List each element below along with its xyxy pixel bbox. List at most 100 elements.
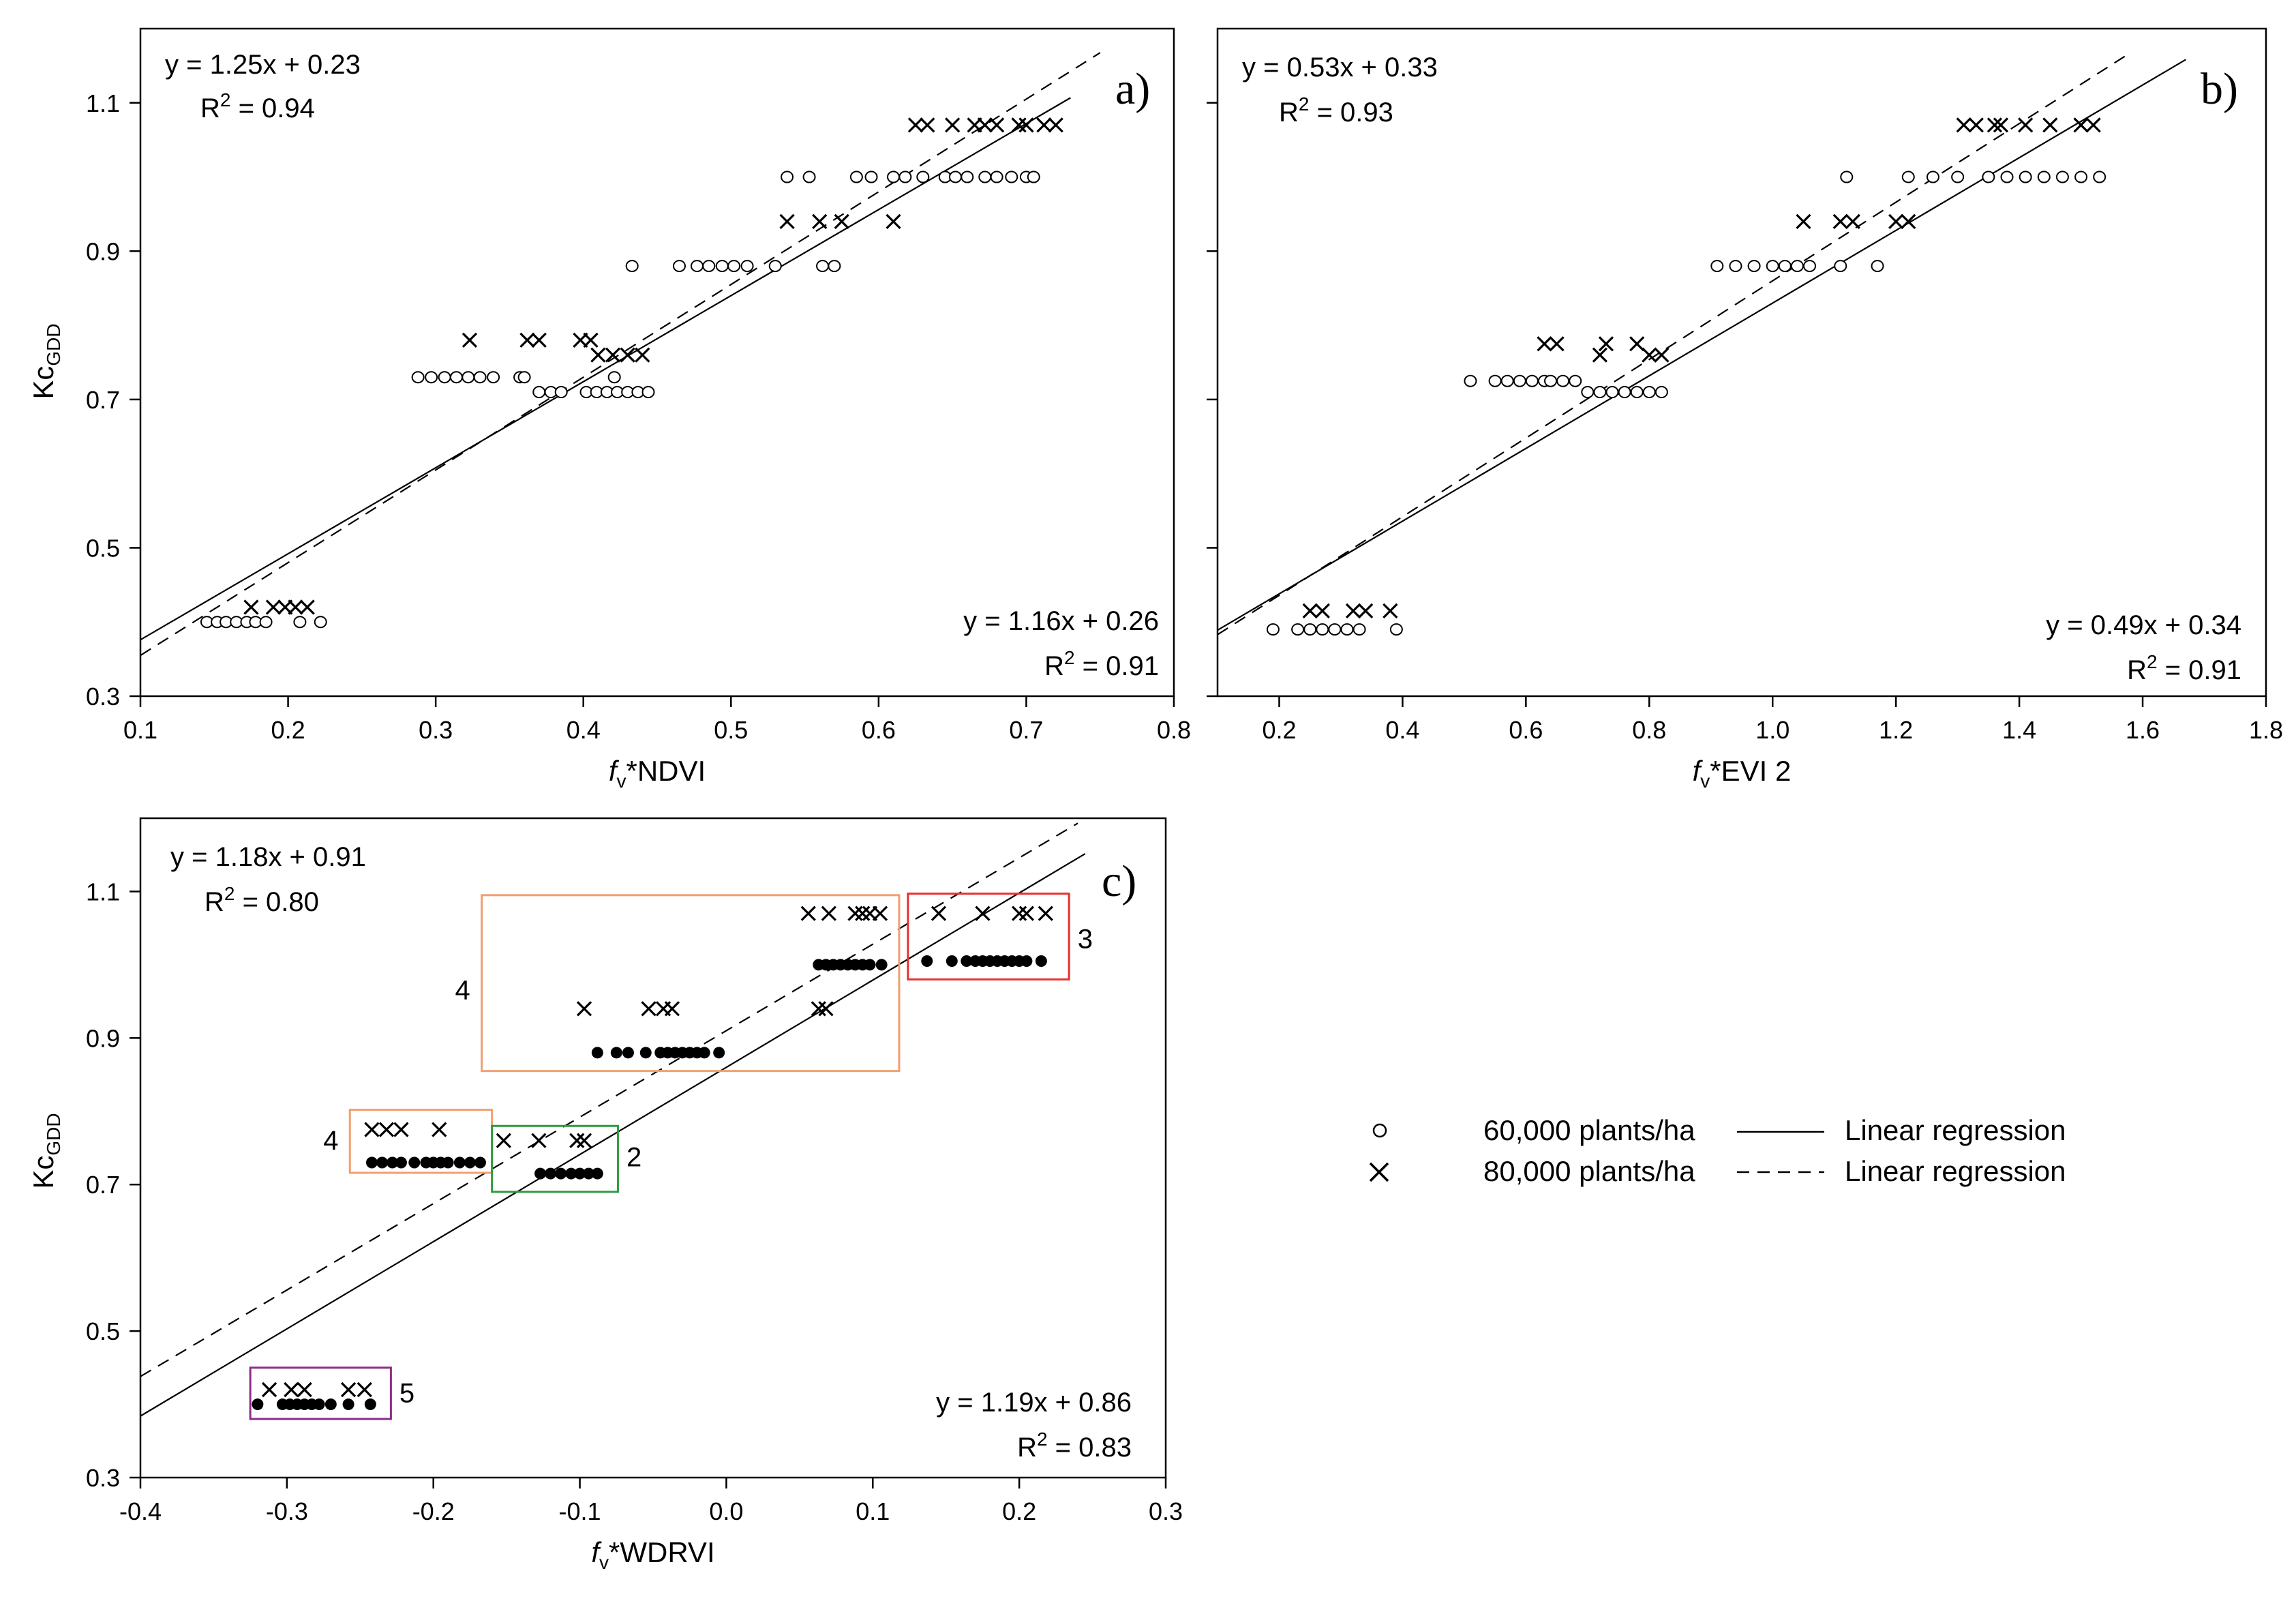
y-tick-label: 0.9 <box>86 1024 120 1052</box>
data-point-60k <box>293 616 307 629</box>
data-point-80k <box>288 599 303 615</box>
data-point-80k <box>1987 117 2003 133</box>
legend-marker-80k <box>1369 1162 1389 1182</box>
data-point-80k <box>590 347 606 363</box>
data-point-60k <box>828 260 841 273</box>
data-point-80k <box>1549 336 1565 352</box>
data-point-80k <box>299 599 315 615</box>
data-point-60k <box>532 386 546 399</box>
x-axis-label: fv*NDVI <box>609 755 706 792</box>
data-point-60k <box>364 1398 376 1411</box>
data-point-80k <box>357 1381 372 1398</box>
data-point-60k <box>324 1398 337 1411</box>
x-tick-label: 0.6 <box>1509 716 1543 744</box>
data-point-60k <box>1035 955 1047 968</box>
regression-line-60k <box>1217 59 2186 631</box>
data-point-60k <box>672 260 686 273</box>
data-point-80k <box>1901 213 1916 229</box>
legend-marker-60k <box>1372 1123 1387 1138</box>
data-point-60k <box>2037 170 2051 183</box>
data-point-80k <box>576 1133 592 1148</box>
highlight-box-label: 4 <box>323 1126 338 1156</box>
data-point-80k <box>988 117 1005 133</box>
data-point-80k <box>1302 603 1318 619</box>
data-point-60k <box>2074 170 2088 183</box>
data-point-80k <box>931 906 947 921</box>
data-point-60k <box>1901 170 1915 183</box>
data-point-60k <box>961 170 974 183</box>
data-point-60k <box>1630 386 1644 399</box>
data-point-60k <box>607 371 621 384</box>
data-point-80k <box>1592 347 1608 363</box>
x-tick-label: 1.4 <box>2002 716 2036 744</box>
data-point-60k <box>574 1167 586 1180</box>
data-point-60k <box>702 260 716 273</box>
data-point-60k <box>1513 374 1526 387</box>
data-point-60k <box>610 1047 622 1059</box>
data-point-60k <box>1328 623 1342 636</box>
highlight-box <box>907 893 1070 981</box>
data-point-80k <box>1956 117 1972 133</box>
data-point-80k <box>920 117 935 133</box>
data-point-60k <box>2019 170 2032 183</box>
equation-60k: y = 0.49x + 0.34 <box>2046 610 2241 640</box>
data-point-60k <box>259 616 273 629</box>
y-tick-label: 1.1 <box>86 878 120 906</box>
data-point-60k <box>591 1167 603 1180</box>
data-point-60k <box>1353 623 1366 636</box>
highlight-box-label: 4 <box>455 975 470 1005</box>
data-point-60k <box>1525 374 1539 387</box>
data-point-80k <box>1993 117 2009 133</box>
data-point-80k <box>1011 117 1027 133</box>
data-point-60k <box>473 371 487 384</box>
data-point-80k <box>2042 117 2058 133</box>
data-point-60k <box>816 260 830 273</box>
data-point-80k <box>945 117 961 133</box>
data-point-60k <box>1021 955 1033 968</box>
data-point-80k <box>800 906 816 921</box>
data-point-60k <box>849 170 863 183</box>
x-tick-label: 0.4 <box>567 716 601 744</box>
data-point-60k <box>887 170 901 183</box>
data-point-60k <box>408 1156 421 1169</box>
highlight-box <box>481 894 901 1073</box>
data-point-80k <box>340 1381 357 1398</box>
y-axis-label: KcGDD <box>27 323 64 399</box>
regression-line-80k <box>140 822 1078 1377</box>
x-tick-label: 0.4 <box>1385 716 1419 744</box>
equation-60k: y = 1.19x + 0.86 <box>936 1388 1132 1418</box>
data-point-60k <box>864 959 876 971</box>
data-point-60k <box>2000 170 2014 183</box>
x-tick-label: -0.2 <box>412 1497 455 1525</box>
data-point-80k <box>1642 347 1657 363</box>
equation-80k: y = 0.53x + 0.33 <box>1242 53 1438 83</box>
data-point-60k <box>641 386 655 399</box>
data-point-60k <box>387 1156 399 1169</box>
data-point-80k <box>576 1001 592 1017</box>
data-point-80k <box>1968 117 1984 133</box>
legend-label-60k: 60,000 plants/ha <box>1483 1114 1695 1146</box>
x-tick-label: 0.3 <box>1149 1497 1183 1525</box>
data-point-60k <box>802 170 816 183</box>
data-point-60k <box>1655 386 1668 399</box>
data-point-60k <box>1871 260 1884 273</box>
highlight-box <box>249 1366 392 1420</box>
data-point-60k <box>442 1156 454 1169</box>
data-point-60k <box>314 616 327 629</box>
data-point-60k <box>1926 170 1939 183</box>
data-point-80k <box>975 906 991 921</box>
data-point-60k <box>534 1167 547 1180</box>
data-point-80k <box>1537 336 1552 352</box>
data-point-60k <box>715 260 729 273</box>
data-point-80k <box>907 117 924 133</box>
data-point-80k <box>2073 117 2089 133</box>
data-point-80k <box>462 332 478 348</box>
data-point-80k <box>583 332 599 348</box>
data-point-60k <box>625 260 639 273</box>
data-point-80k <box>1018 117 1034 133</box>
data-point-80k <box>364 1122 380 1137</box>
data-point-60k <box>1803 260 1817 273</box>
data-point-80k <box>886 213 901 229</box>
panel-b: 0.2 0.4 0.6 0.8 1.0 1.2 1.4 1.6 1.8 fv*EVI 2 b) y =… <box>1207 27 2283 792</box>
data-point-80k <box>872 906 888 921</box>
